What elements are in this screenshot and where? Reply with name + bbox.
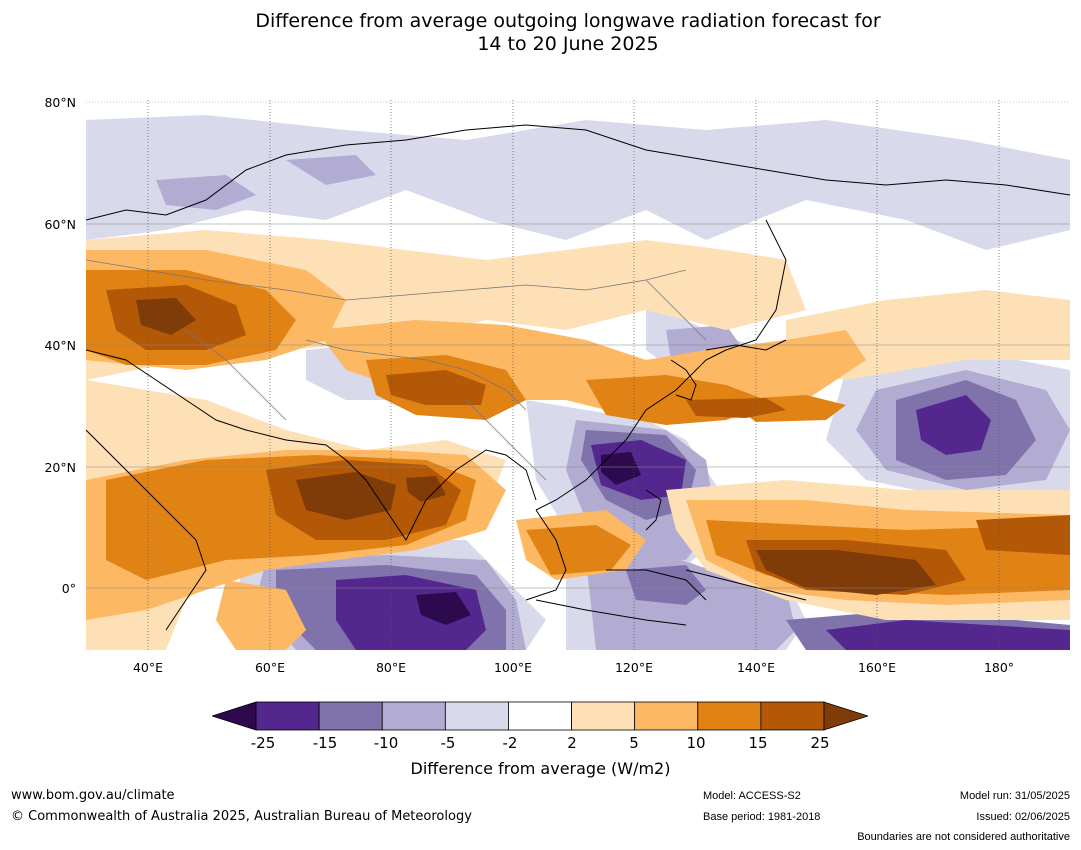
colorbar-tick: 25	[810, 734, 830, 752]
lon-label-140e: 140°E	[736, 660, 775, 675]
colorbar-tick: -2	[502, 734, 518, 752]
colorbar-tick: 15	[748, 734, 768, 752]
colorbar-tick: 5	[629, 734, 639, 752]
colorbar-tick: 2	[567, 734, 577, 752]
coastlines	[86, 124, 1070, 631]
lon-label-160e: 160°E	[857, 660, 896, 675]
colorbar-swatch	[381, 701, 446, 731]
map-title: Difference from average outgoing longwav…	[0, 10, 1081, 56]
colorbar-tick: -15	[312, 734, 338, 752]
colorbar-tick: -10	[373, 734, 399, 752]
lat-label-20n: 20°N	[44, 460, 76, 475]
colorbar-label: Difference from average (W/m2)	[410, 759, 671, 778]
title-line-1: Difference from average outgoing longwav…	[255, 10, 881, 32]
colorbar-swatch	[760, 701, 825, 731]
latitude-gridlines	[86, 101, 1070, 589]
colorbar-extend-high	[823, 701, 868, 731]
lon-label-180: 180°	[983, 660, 1015, 675]
colorbar-extend-low	[212, 701, 257, 731]
country-borders	[86, 259, 707, 481]
footer-disclaimer: Boundaries are not considered authoritat…	[857, 831, 1070, 843]
footer-model: Model: ACCESS-S2	[703, 790, 801, 802]
olr-anomaly-map	[86, 100, 1070, 650]
colorbar-swatch	[444, 701, 509, 731]
footer-issued: Issued: 02/06/2025	[976, 811, 1070, 823]
colorbar	[212, 701, 868, 731]
colorbar-swatch	[318, 701, 383, 731]
lon-label-40e: 40°E	[132, 660, 164, 675]
lon-label-60e: 60°E	[254, 660, 286, 675]
lon-label-120e: 120°E	[614, 660, 653, 675]
extreme-orange-region	[136, 298, 936, 595]
colorbar-swatch	[634, 701, 699, 731]
footer-model-run: Model run: 31/05/2025	[959, 790, 1070, 802]
footer-copyright: © Commonwealth of Australia 2025, Austra…	[11, 809, 472, 824]
footer-base-period: Base period: 1981-2018	[703, 811, 821, 823]
title-line-2: 14 to 20 June 2025	[477, 33, 659, 55]
lon-label-80e: 80°E	[375, 660, 407, 675]
colorbar-swatch	[255, 701, 320, 731]
colorbar-swatch	[571, 701, 636, 731]
colorbar-tick: 10	[686, 734, 706, 752]
lat-label-80n: 80°N	[44, 95, 76, 110]
lat-label-40n: 40°N	[44, 338, 76, 353]
colorbar-tick: -25	[250, 734, 276, 752]
lat-label-60n: 60°N	[44, 217, 76, 232]
colorbar-swatch	[508, 701, 572, 731]
lat-label-0: 0°	[61, 581, 76, 596]
colorbar-tick: -5	[440, 734, 456, 752]
colorbar-swatch	[697, 701, 762, 731]
lon-label-100e: 100°E	[493, 660, 532, 675]
extreme-purple-cores	[416, 452, 641, 625]
footer-url: www.bom.gov.au/climate	[11, 788, 175, 803]
